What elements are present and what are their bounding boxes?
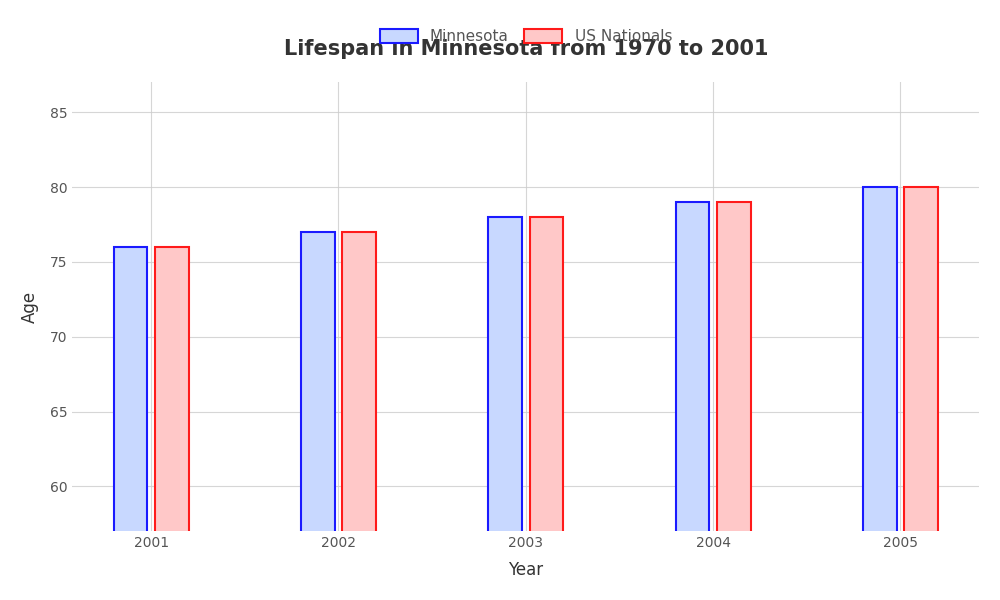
X-axis label: Year: Year xyxy=(508,561,543,579)
Y-axis label: Age: Age xyxy=(21,291,39,323)
Bar xyxy=(863,187,897,600)
Legend: Minnesota, US Nationals: Minnesota, US Nationals xyxy=(373,23,678,50)
Bar xyxy=(717,202,751,600)
Bar xyxy=(114,247,147,600)
Bar xyxy=(676,202,709,600)
Bar xyxy=(530,217,563,600)
Title: Lifespan in Minnesota from 1970 to 2001: Lifespan in Minnesota from 1970 to 2001 xyxy=(284,39,768,59)
Bar xyxy=(155,247,189,600)
Bar xyxy=(301,232,335,600)
Bar xyxy=(488,217,522,600)
Bar xyxy=(342,232,376,600)
Bar xyxy=(904,187,938,600)
